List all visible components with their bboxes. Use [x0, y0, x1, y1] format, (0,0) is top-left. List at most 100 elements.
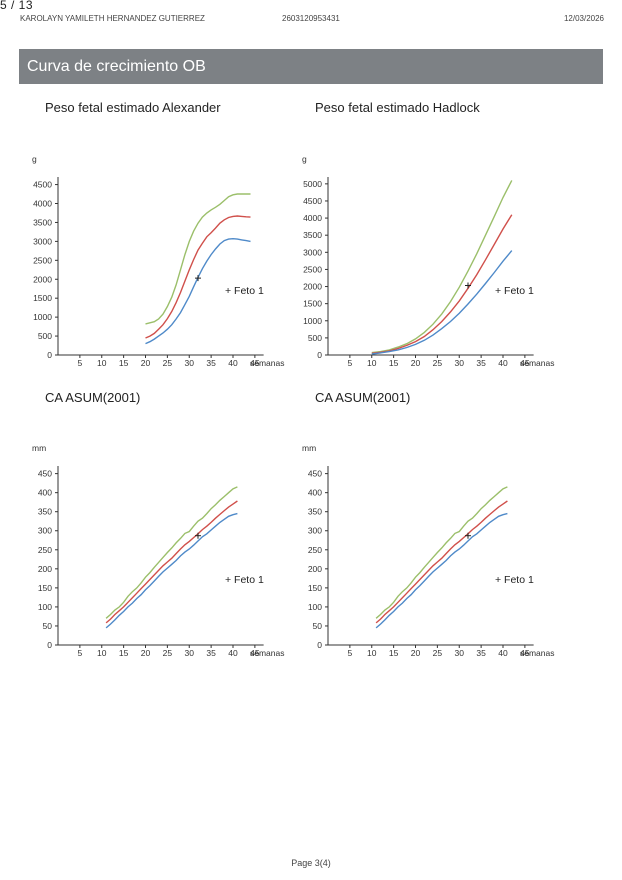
- series-line-p10: [105, 512, 238, 629]
- series-line-p50: [375, 500, 508, 624]
- x-tick-label: 45: [250, 358, 260, 368]
- legend-feto-1: + Feto 1: [225, 285, 264, 297]
- section-header: Curva de crecimiento OB: [19, 49, 603, 84]
- chart-title-ca-left: CA ASUM(2001): [45, 390, 141, 405]
- x-tick-label: 25: [433, 358, 443, 368]
- y-tick-label: 250: [38, 545, 52, 555]
- legend-feto-1: + Feto 1: [495, 574, 534, 586]
- y-tick-label: 300: [38, 526, 52, 536]
- y-tick-label: 4000: [303, 213, 322, 223]
- chart-title-ca-right: CA ASUM(2001): [315, 390, 411, 405]
- y-tick-label: 3000: [303, 247, 322, 257]
- series-line-p50: [105, 500, 238, 624]
- y-tick-label: 200: [38, 564, 52, 574]
- x-tick-label: 5: [348, 358, 353, 368]
- x-tick-label: 35: [476, 358, 486, 368]
- y-tick-label: 1000: [303, 316, 322, 326]
- x-tick-label: 20: [411, 358, 421, 368]
- x-tick-label: 40: [228, 358, 238, 368]
- page-footer: Page 3(4): [291, 858, 331, 868]
- x-tick-label: 25: [163, 648, 173, 658]
- x-tick-label: 45: [520, 358, 530, 368]
- x-tick-label: 20: [141, 358, 151, 368]
- x-tick-label: 25: [163, 358, 173, 368]
- x-tick-label: 30: [185, 648, 195, 658]
- x-tick-label: 30: [455, 648, 465, 658]
- y-tick-label: 450: [38, 469, 52, 479]
- x-tick-label: 15: [119, 358, 129, 368]
- y-tick-label: 3500: [303, 230, 322, 240]
- series-line-p90: [105, 486, 238, 619]
- x-tick-label: 30: [455, 358, 465, 368]
- x-axis-label: semanas: [250, 648, 285, 658]
- x-tick-label: 5: [348, 648, 353, 658]
- chart-1: 0 500 1000 1500 2000 2500 3000 3500 4000 4500 5000…: [302, 154, 555, 368]
- y-tick-label: 5000: [303, 179, 322, 189]
- series-line-p50: [371, 214, 513, 354]
- chart-2: 0 50 100 150 200 250 300 350 400 450 5 10 15 20 25 30 35…: [32, 443, 285, 658]
- y-tick-label: 0: [317, 350, 322, 360]
- x-tick-label: 20: [141, 648, 151, 658]
- y-tick-label: 450: [308, 469, 322, 479]
- x-tick-label: 15: [389, 358, 399, 368]
- y-axis-label: mm: [32, 443, 46, 453]
- x-tick-label: 5: [78, 358, 83, 368]
- y-tick-label: 100: [38, 602, 52, 612]
- y-tick-label: 3000: [33, 236, 52, 246]
- page-counter: 5 / 13: [0, 0, 34, 12]
- y-tick-label: 250: [308, 545, 322, 555]
- legend-feto-1: + Feto 1: [495, 285, 534, 297]
- x-tick-label: 20: [411, 648, 421, 658]
- x-tick-label: 35: [206, 358, 216, 368]
- y-tick-label: 0: [47, 640, 52, 650]
- x-tick-label: 15: [119, 648, 129, 658]
- y-tick-label: 400: [308, 488, 322, 498]
- y-axis-label: g: [32, 154, 37, 164]
- patient-id: 2603120953431: [282, 14, 340, 23]
- series-line-p90: [371, 180, 513, 354]
- y-tick-label: 300: [308, 526, 322, 536]
- y-axis-label: g: [302, 154, 307, 164]
- y-tick-label: 2500: [33, 255, 52, 265]
- x-tick-label: 45: [520, 648, 530, 658]
- x-tick-label: 40: [498, 648, 508, 658]
- x-axis-label: semanas: [250, 358, 285, 368]
- y-tick-label: 0: [47, 350, 52, 360]
- x-tick-label: 5: [78, 648, 83, 658]
- y-tick-label: 500: [38, 331, 52, 341]
- y-tick-label: 50: [43, 621, 53, 631]
- report-date: 12/03/2026: [563, 14, 604, 23]
- series-line-p10: [371, 250, 513, 355]
- y-tick-label: 0: [317, 640, 322, 650]
- chart-title-hadlock: Peso fetal estimado Hadlock: [315, 100, 480, 115]
- chart-title-alexander: Peso fetal estimado Alexander: [45, 100, 221, 115]
- x-tick-label: 35: [206, 648, 216, 658]
- series-line-p10: [375, 512, 508, 629]
- y-axis-label: mm: [302, 443, 316, 453]
- y-tick-label: 2000: [33, 274, 52, 284]
- x-tick-label: 40: [498, 358, 508, 368]
- y-tick-label: 500: [308, 333, 322, 343]
- y-tick-label: 150: [308, 583, 322, 593]
- y-tick-label: 150: [38, 583, 52, 593]
- patient-name: KAROLAYN YAMILETH HERNANDEZ GUTIERREZ: [20, 14, 205, 23]
- y-tick-label: 1000: [33, 312, 52, 322]
- y-tick-label: 4500: [303, 196, 322, 206]
- x-axis-label: semanas: [520, 648, 555, 658]
- series-line-p90: [375, 486, 508, 619]
- chart-0: 0 500 1000 1500 2000 2500 3000 3500 4000 4500 5 10 1…: [32, 154, 285, 368]
- y-tick-label: 100: [308, 602, 322, 612]
- y-tick-label: 1500: [33, 293, 52, 303]
- chart-3: 0 50 100 150 200 250 300 350 400 450 5 10 15 20 25 30 35…: [302, 443, 555, 658]
- y-tick-label: 4000: [33, 199, 52, 209]
- x-tick-label: 10: [97, 358, 107, 368]
- y-tick-label: 50: [313, 621, 323, 631]
- x-tick-label: 10: [367, 358, 377, 368]
- x-tick-label: 10: [367, 648, 377, 658]
- x-tick-label: 30: [185, 358, 195, 368]
- x-tick-label: 40: [228, 648, 238, 658]
- x-tick-label: 15: [389, 648, 399, 658]
- y-tick-label: 200: [308, 564, 322, 574]
- y-tick-label: 1500: [303, 299, 322, 309]
